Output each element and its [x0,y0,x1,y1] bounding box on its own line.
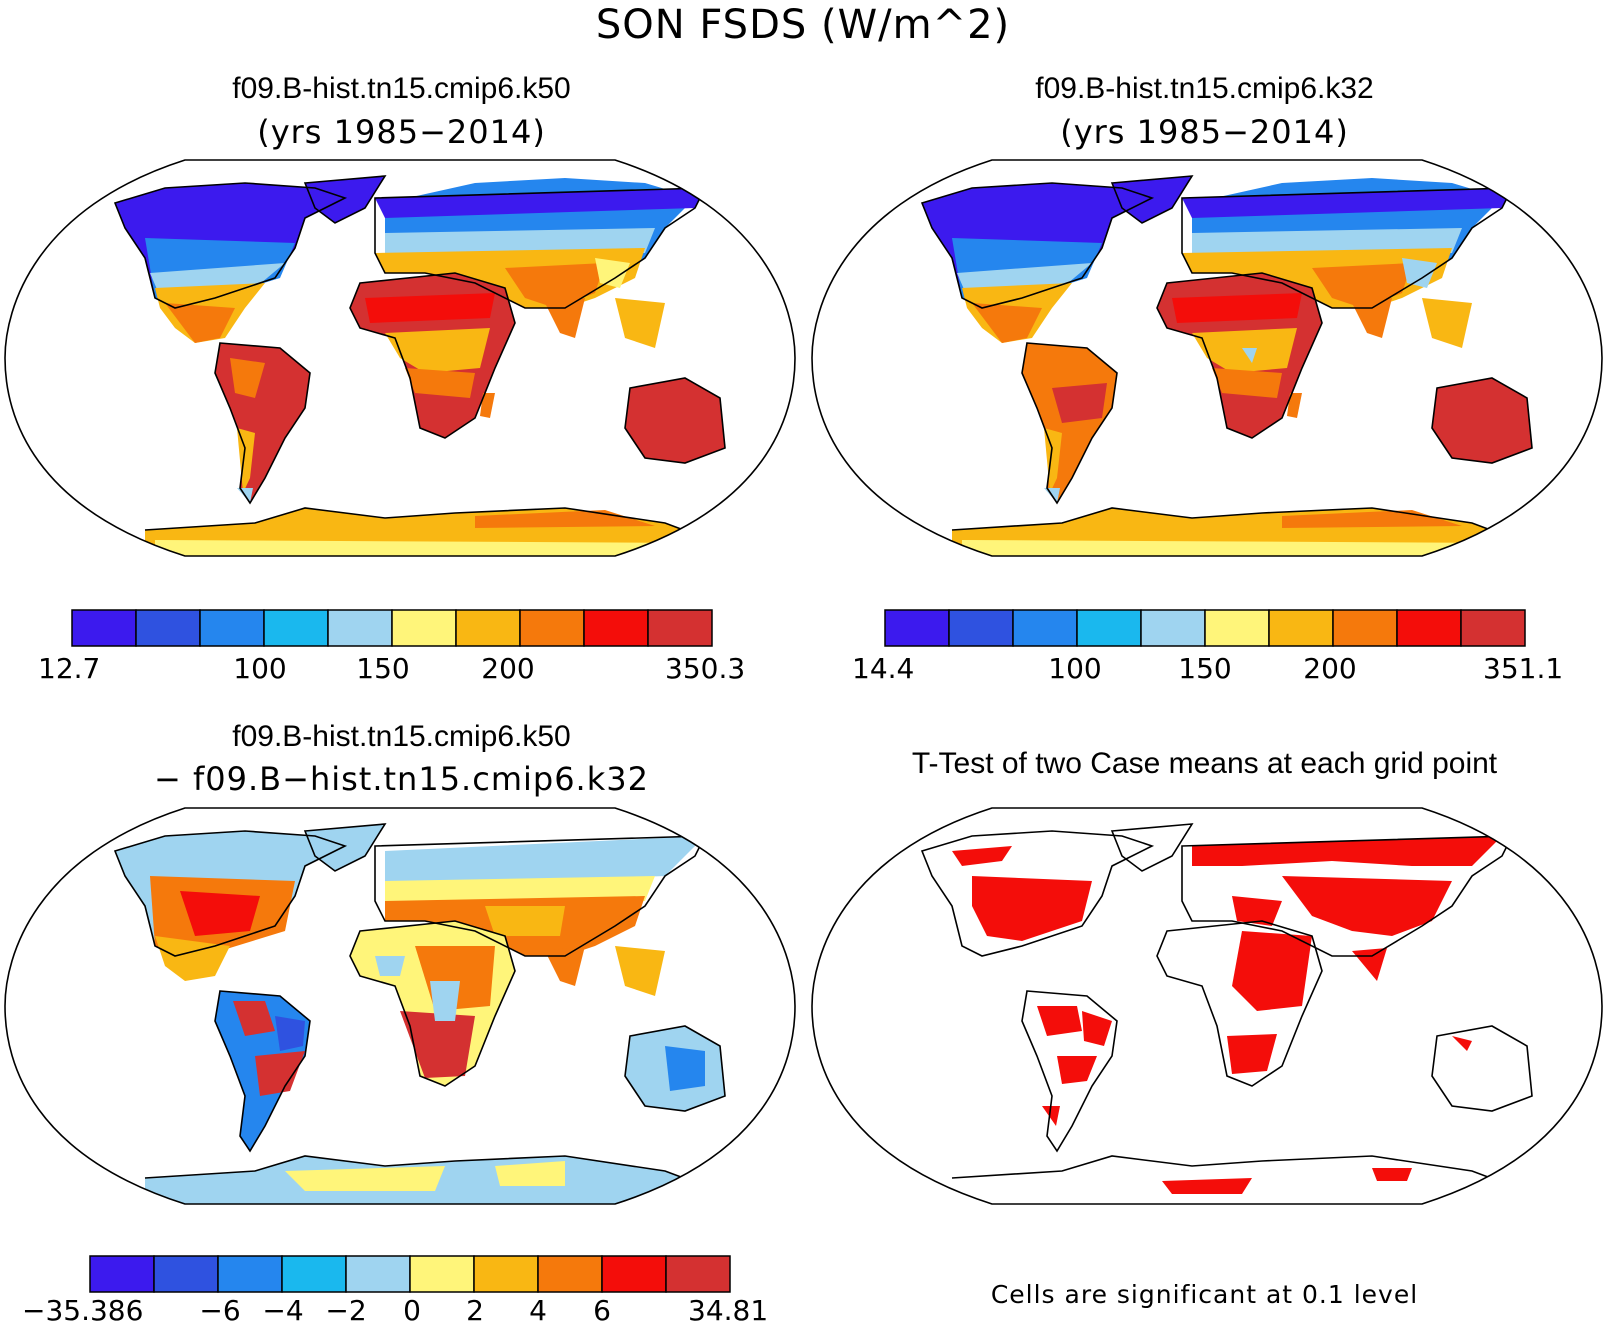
colorbar-swatch [263,609,329,647]
tick-k32-1: 100 [1048,652,1102,685]
colorbar-swatch [519,609,585,647]
colorbar-swatch [199,609,265,647]
map-k32 [811,159,1603,557]
ttest-footnote: Cells are significant at 0.1 level [990,1280,1419,1309]
colorbar-swatch [327,609,393,647]
colorbar-swatch [1204,609,1270,647]
panel-title-ttest: T-Test of two Case means at each grid po… [911,747,1498,780]
tick-k50-4: 350.3 [665,652,746,685]
colorbar-swatch [665,1255,731,1293]
panel-subtitle-diff: − f09.B−hist.tn15.cmip6.k32 [154,760,649,798]
tick-k32-4: 351.1 [1483,652,1564,685]
colorbar-swatch [281,1255,347,1293]
tick-k32-2: 150 [1178,652,1232,685]
tick-k32-0: 14.4 [852,652,915,685]
tick-diff-7: 6 [593,1294,611,1327]
colorbar-swatch [391,609,457,647]
colorbar-swatch [1460,609,1526,647]
colorbar-swatch [647,609,713,647]
colorbar-k50 [71,609,713,647]
colorbar-swatch [948,609,1014,647]
tick-k50-2: 150 [356,652,410,685]
tick-diff-0: −35.386 [22,1294,144,1327]
colorbar-swatch [537,1255,603,1293]
tick-diff-8: 34.81 [688,1294,769,1327]
significant-cells [952,836,1502,1194]
panel-subtitle-k50: (yrs 1985−2014) [257,113,546,151]
colorbar-swatch [601,1255,667,1293]
colorbar-swatch [1076,609,1142,647]
colorbar-swatch [1396,609,1462,647]
tick-k50-1: 100 [233,652,287,685]
colorbar-swatch [135,609,201,647]
tick-k50-0: 12.7 [38,652,101,685]
tick-diff-4: 0 [403,1294,421,1327]
colorbar-swatch [409,1255,475,1293]
figure-title: SON FSDS (W/m^2) [595,2,1011,48]
colorbar-swatch [217,1255,283,1293]
tick-k32-3: 200 [1303,652,1357,685]
tick-diff-3: −2 [325,1294,367,1327]
colorbar-swatch [89,1255,155,1293]
map-ttest [811,807,1603,1205]
tick-diff-6: 4 [529,1294,547,1327]
panel-title-diff: f09.B-hist.tn15.cmip6.k50 [232,720,571,753]
colorbar-swatch [1140,609,1206,647]
colorbar-swatch [1268,609,1334,647]
tick-diff-2: −4 [262,1294,304,1327]
colorbar-swatch [583,609,649,647]
colorbar-k32 [884,609,1526,647]
panel-subtitle-k32: (yrs 1985−2014) [1060,113,1349,151]
colorbar-swatch [1332,609,1398,647]
colorbar-swatch [455,609,521,647]
colorbar-swatch [473,1255,539,1293]
colorbar-difference [89,1255,731,1293]
tick-k50-3: 200 [481,652,535,685]
tick-diff-5: 2 [466,1294,484,1327]
colorbar-swatch [1012,609,1078,647]
colorbar-swatch [345,1255,411,1293]
panel-title-k50: f09.B-hist.tn15.cmip6.k50 [232,72,571,105]
panel-title-k32: f09.B-hist.tn15.cmip6.k32 [1035,72,1374,105]
map-k50 [4,159,796,557]
tick-diff-1: −6 [199,1294,241,1327]
map-difference [4,807,796,1205]
colorbar-swatch [884,609,950,647]
colorbar-swatch [71,609,137,647]
colorbar-swatch [153,1255,219,1293]
